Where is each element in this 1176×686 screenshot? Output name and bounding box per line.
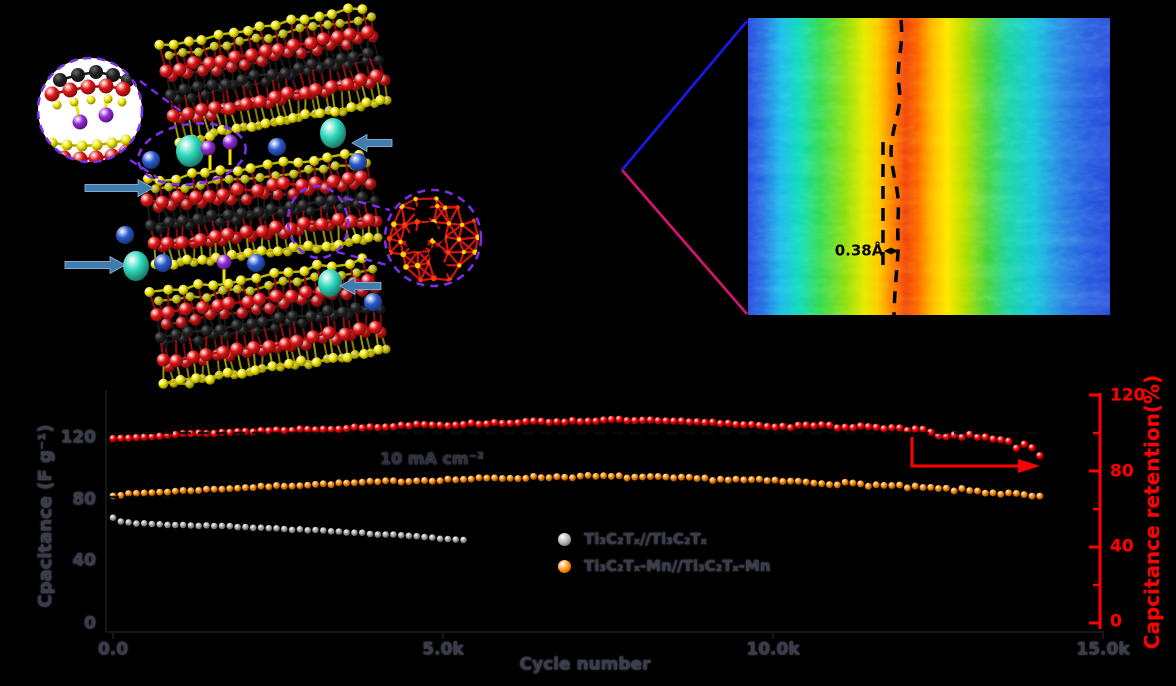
x-tick-10k: 10.0k <box>746 639 800 660</box>
solvated-ion <box>247 254 265 272</box>
x-axis-title: Cycle number <box>519 654 651 675</box>
legend-item-2: Ti₃C₂Tₓ-Mn//Ti₃C₂Tₓ-Mn <box>558 557 771 575</box>
highlight-ellipse-lattice <box>286 184 350 260</box>
solvated-ion <box>268 138 286 156</box>
large-cation <box>176 135 204 167</box>
mxene-slab <box>154 3 392 148</box>
left-tick-0: 0 <box>84 613 96 634</box>
right-tick-40: 40 <box>1110 536 1134 557</box>
right-axis-title: Capcitance retention(%) <box>1140 374 1164 650</box>
retention-axis-arrow <box>910 437 1040 473</box>
right-tick-120: 120 <box>1110 385 1146 406</box>
intercalated-ion <box>216 254 232 270</box>
mxene-slab <box>144 253 391 389</box>
flow-arrow <box>64 255 126 275</box>
series-dots-2 <box>109 415 1044 460</box>
series-dots-0 <box>109 514 467 544</box>
cycling-stability-chart <box>105 390 1104 639</box>
left-tick-120: 120 <box>60 427 97 448</box>
zoom-bracket-bottom <box>620 169 749 315</box>
x-tick-15k: 15.0k <box>1076 639 1130 660</box>
left-axis-title: Cpacitance (F g⁻¹) <box>35 424 56 608</box>
large-cation <box>123 251 149 281</box>
large-cation <box>318 269 342 297</box>
legend-label-2: Ti₃C₂Tₓ-Mn//Ti₃C₂Tₓ-Mn <box>584 557 771 575</box>
right-axis <box>1089 393 1102 629</box>
mxene-slab <box>140 149 383 270</box>
legend-marker-gray <box>558 532 571 546</box>
legend-item-1: Ti₃C₂Tₓ//Ti₃C₂Tₓ <box>558 530 707 548</box>
series-dots-1 <box>109 471 1044 500</box>
solvated-ion <box>364 293 382 311</box>
large-cation <box>320 118 346 148</box>
left-tick-80: 80 <box>72 489 96 510</box>
solvated-ion <box>142 151 160 169</box>
crystal-structure-diagram <box>36 3 483 389</box>
x-tick-0: 0.0 <box>97 639 129 660</box>
zoom-bracket-top <box>620 20 749 171</box>
intercalated-ion <box>200 140 216 156</box>
magnifier-inset-lattice <box>383 188 483 288</box>
highlight-ellipse-interlayer <box>137 122 247 186</box>
right-tick-0: 0 <box>1110 611 1122 632</box>
current-density-annotation: 10 mA cm⁻² <box>379 449 485 468</box>
intercalated-ion <box>222 134 238 150</box>
legend-label-1: Ti₃C₂Tₓ//Ti₃C₂Tₓ <box>584 530 707 548</box>
flow-arrow <box>84 178 154 198</box>
interlayer-spacing-annotation: 0.38Å <box>834 241 884 260</box>
magnifier-inset-bonding <box>36 56 144 164</box>
hrtem-intensity-heatmap <box>748 18 1110 316</box>
solvated-ion <box>349 153 367 171</box>
left-tick-40: 40 <box>72 550 96 571</box>
right-tick-80: 80 <box>1110 461 1134 482</box>
solvated-ion <box>116 226 134 244</box>
flow-arrow <box>339 276 382 296</box>
legend-marker-orange <box>558 559 571 573</box>
flow-arrow <box>351 133 393 153</box>
x-tick-5k: 5.0k <box>422 639 464 660</box>
solvated-ion <box>154 254 172 272</box>
